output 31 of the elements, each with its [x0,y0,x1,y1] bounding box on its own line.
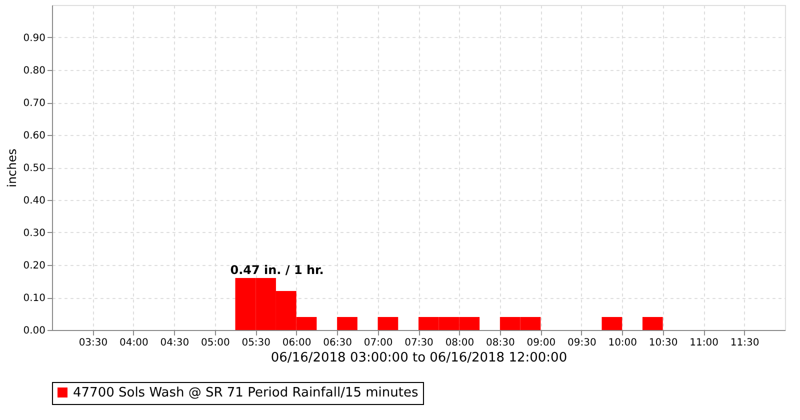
x-tick-label: 07:30 [404,338,434,348]
x-tick-label: 08:00 [445,338,474,348]
y-tick-label: 0.60 [23,130,46,142]
x-tick-label: 05:00 [200,338,230,348]
x-tick-label: 06:00 [282,338,312,348]
x-tick-label: 04:00 [120,338,148,348]
x-tick-label: 10:30 [648,338,678,348]
x-tick-label: 09:30 [567,338,596,348]
x-tick-label: 07:00 [364,338,393,348]
y-tick-label: 0.40 [23,196,46,206]
x-axis-title: 06/16/2018 03:00:00 to 06/16/2018 12:00:00 [270,350,568,366]
y-axis-title: inches [5,148,20,188]
y-tick-label: 0.00 [23,326,46,336]
x-tick-label: 11:30 [730,338,760,348]
y-tick-label: 0.20 [23,260,46,272]
x-tick-label: 11:00 [690,338,718,348]
annotation: 0.47 in. / 1 hr. [230,263,324,277]
y-tick-label: 0.90 [23,33,46,44]
x-tick-label: 03:30 [78,338,108,348]
y-tick-label: 0.70 [23,98,46,109]
x-tick-label: 10:00 [608,338,638,348]
x-tick-label: 05:30 [242,338,271,348]
x-tick-label: 08:30 [486,338,515,348]
y-tick-label: 0.10 [23,293,46,304]
y-tick-label: 0.50 [23,163,46,174]
x-tick-label: 09:00 [526,338,556,348]
y-tick-label: 0.80 [23,66,46,76]
legend-label: 47700 Sols Wash @ SR 71 Period Rainfall/15 minutes [73,386,418,400]
x-tick-label: 06:30 [323,338,352,348]
x-tick-label: 04:30 [160,338,190,348]
y-tick-label: 0.30 [23,228,46,239]
